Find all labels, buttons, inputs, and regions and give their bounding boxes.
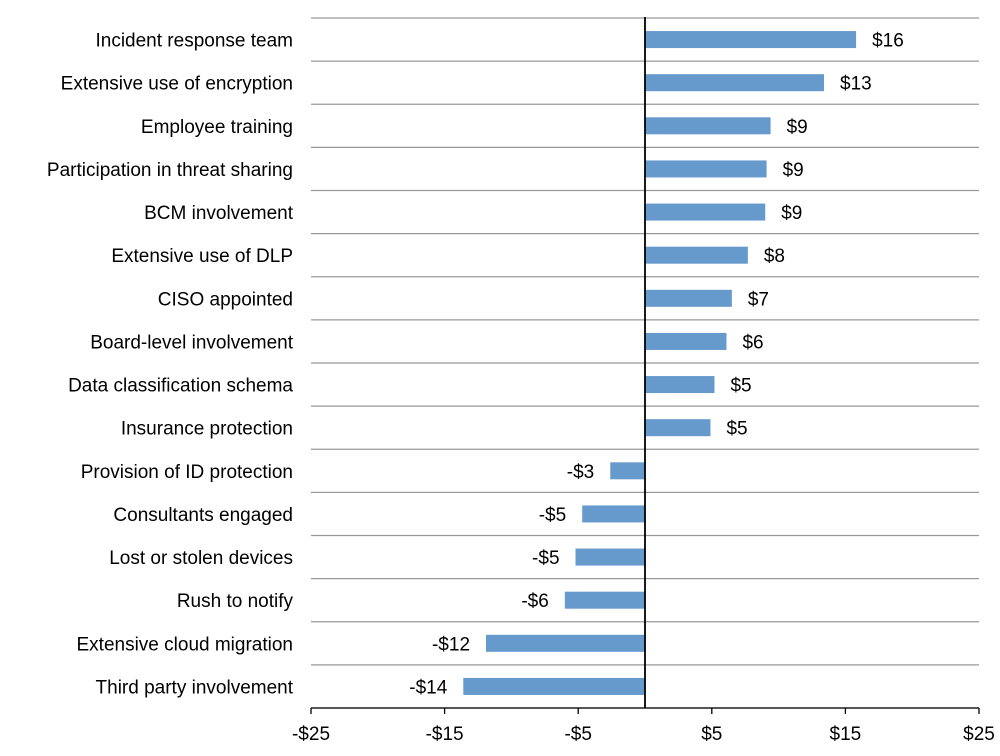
category-label: Extensive cloud migration (77, 634, 294, 655)
x-tick-label: $5 (701, 724, 722, 745)
value-label: $16 (872, 31, 904, 52)
bar (645, 289, 732, 307)
value-label: $6 (742, 332, 763, 353)
bar (645, 74, 825, 92)
value-label: $8 (764, 246, 785, 267)
bar (582, 505, 645, 523)
category-label: Extensive use of encryption (61, 74, 293, 95)
x-tick-label: -$25 (292, 724, 330, 745)
category-label: Lost or stolen devices (109, 548, 293, 569)
category-label: Consultants engaged (113, 505, 293, 526)
value-label: -$5 (539, 505, 566, 526)
category-label: Rush to notify (177, 591, 294, 612)
value-label: -$3 (567, 462, 594, 483)
value-label: $5 (730, 376, 751, 397)
bar (645, 31, 857, 49)
category-label: Third party involvement (96, 677, 294, 698)
bar (463, 677, 645, 695)
x-tick-label: $15 (830, 724, 862, 745)
bar (645, 246, 748, 264)
category-label: BCM involvement (144, 203, 294, 224)
value-label: $13 (840, 74, 872, 95)
bar (645, 419, 711, 437)
bar (564, 591, 645, 609)
value-label: -$5 (532, 548, 559, 569)
bar (610, 462, 645, 480)
category-label: Participation in threat sharing (47, 160, 293, 181)
bar (486, 634, 645, 652)
bar (645, 332, 727, 350)
category-label: Provision of ID protection (81, 462, 293, 483)
category-label: Incident response team (95, 31, 293, 52)
value-label: $9 (783, 160, 804, 181)
value-label: $9 (781, 203, 802, 224)
x-tick-label: -$15 (426, 724, 464, 745)
value-label: -$14 (409, 677, 447, 698)
bar (575, 548, 645, 566)
value-label: $7 (748, 289, 769, 310)
value-label: $5 (726, 419, 747, 440)
x-tick-label: $25 (963, 724, 995, 745)
bar (645, 117, 771, 135)
value-label: $9 (787, 117, 808, 138)
bar (645, 203, 766, 221)
value-label: -$6 (521, 591, 548, 612)
category-label: CISO appointed (158, 289, 293, 310)
category-label: Data classification schema (68, 376, 293, 397)
value-label: -$12 (432, 634, 470, 655)
bar (645, 376, 715, 394)
x-tick-label: -$5 (564, 724, 591, 745)
category-label: Insurance protection (121, 419, 293, 440)
bar (645, 160, 767, 178)
category-label: Extensive use of DLP (111, 246, 293, 267)
category-label: Board-level involvement (90, 332, 293, 353)
category-label: Employee training (141, 117, 293, 138)
